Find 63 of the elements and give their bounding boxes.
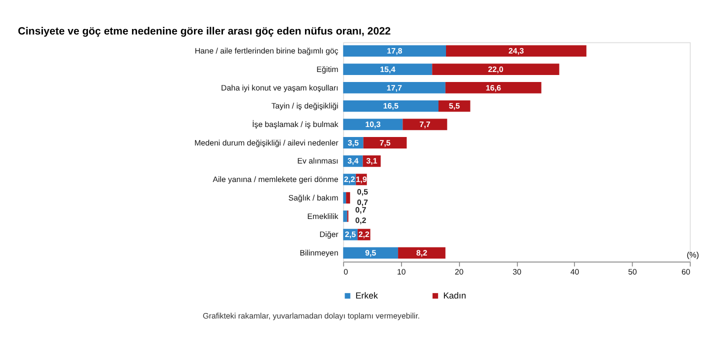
y-tick-label: Aile yanına / memlekete geri dönme [212,175,339,184]
y-tick-label: Emeklilik [307,212,338,221]
bar [343,100,438,112]
data-label: 15,4 [380,64,396,74]
data-label: 16,5 [383,102,400,111]
bar [343,64,432,76]
bar [343,45,446,57]
x-tick-label: 30 [512,267,522,276]
y-tick-label: Sağlık / bakım [288,193,339,202]
data-label: 2,5 [344,230,356,240]
y-tick-label: Ev alınması [297,156,338,166]
data-label: 22,0 [488,64,504,74]
x-tick-label: 50 [628,267,638,276]
text: Grafikteki rakamlar, yuvarlamadan dolayı toplamı vermeyebilir. [202,312,420,321]
y-tick-label: Hane / aile fertlerinden birine bağımlı göç [194,46,338,56]
data-label: 16,6 [486,83,502,92]
x-tick-label: 40 [570,267,580,276]
y-tick-label: Tayin / iş değişikliği [271,102,339,111]
bar [432,64,560,76]
data-label: 17,7 [386,83,403,92]
data-label: 0,5 [357,187,369,196]
bar [343,192,346,204]
bar [398,247,446,259]
bar [343,82,446,94]
data-label: 0,2 [355,216,367,226]
data-label: 7,5 [380,138,392,148]
bar [446,45,586,57]
x-tick-label: 60 [682,267,691,276]
x-tick-label: 20 [454,267,464,276]
y-tick-label: Eğitim [316,64,339,74]
x-axis-title: (%) [686,250,700,260]
legend-label: Kadın [443,290,466,301]
data-label: 3,4 [348,156,360,166]
bar [343,247,398,259]
data-label: 0,7 [357,198,369,207]
bar [363,137,407,148]
x-tick-label: 0 [344,267,349,276]
text: Cinsiyete ve göç etme nedenine göre iller arası göç eden nüfus oranı, 2022 [18,25,391,38]
data-label: 24,3 [508,46,524,56]
bar [445,82,542,94]
data-label: 10,3 [365,120,382,130]
bar [346,192,350,204]
data-label: 17,8 [386,46,403,56]
y-tick-label: Medeni durum değişikliği / ailevi nedenler [194,138,339,148]
data-label: 2,2 [344,175,356,184]
bar [343,118,403,130]
bar [343,210,348,222]
data-label: 3,1 [366,156,378,166]
data-label: 7,7 [419,120,432,130]
data-label: 9,5 [365,248,377,258]
data-label: 0,7 [355,206,367,215]
data-label: 3,5 [348,138,360,148]
legend-label: Erkek [355,290,378,301]
x-tick-label: 10 [396,267,406,276]
y-tick-label: Daha iyi konut ve yaşam koşulları [221,83,338,92]
data-label: 1,9 [356,175,368,184]
data-label: 2,2 [358,230,370,240]
y-tick-label: Bilinmeyen [300,248,338,258]
y-tick-label: Diğer [320,230,339,240]
bar [402,118,448,130]
data-label: 5,5 [448,102,460,111]
y-tick-label: İşe başlamak / iş bulmak [252,120,338,130]
data-label: 8,2 [416,248,428,258]
